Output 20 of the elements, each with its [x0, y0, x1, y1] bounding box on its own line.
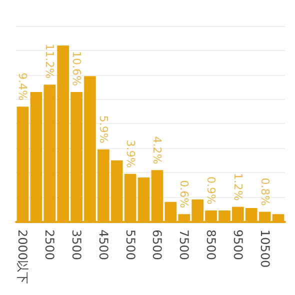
x-tick-label: 10500	[258, 229, 272, 268]
data-label: 1.2%	[231, 172, 244, 201]
x-tick-label: 6500	[150, 229, 164, 260]
data-label: 0.6%	[178, 180, 191, 208]
data-label: 3.9%	[124, 140, 137, 168]
x-tick-label: 9500	[230, 229, 245, 260]
x-tick-label: 8500	[204, 229, 218, 260]
data-label: 10.6%	[70, 51, 84, 86]
x-tick-label: 5500	[123, 229, 138, 260]
data-label: 5.9%	[96, 115, 110, 144]
data-label: 9.4%	[16, 72, 30, 101]
x-tick-label: 2000以下	[16, 229, 30, 284]
x-tick-label: 4500	[96, 229, 110, 260]
x-tick-label: 7500	[177, 229, 192, 260]
data-label: 0.9%	[204, 176, 218, 204]
data-label: 4.2%	[150, 136, 164, 164]
x-tick-label: 2500	[42, 229, 57, 260]
data-label: 11.2%	[43, 44, 56, 79]
x-tick-label: 3500	[70, 229, 84, 260]
data-label: 0.8%	[258, 178, 272, 206]
